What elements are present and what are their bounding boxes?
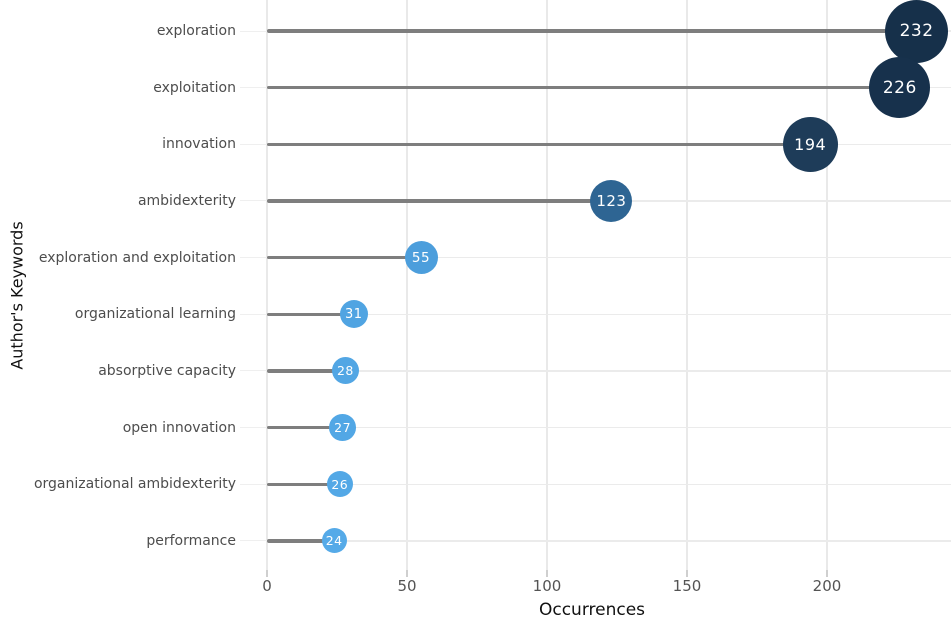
data-point-value: 31 (345, 306, 363, 322)
y-axis-tick (240, 370, 267, 372)
category-label: ambidexterity (137, 192, 236, 209)
y-axis-tick (240, 30, 267, 32)
gridline-vertical (826, 0, 828, 570)
data-point-marker[interactable]: 232 (885, 0, 949, 63)
data-point-marker[interactable]: 28 (331, 357, 359, 385)
data-point-marker[interactable]: 123 (590, 179, 633, 222)
data-point-value: 194 (794, 134, 827, 154)
x-tick-label: 0 (262, 577, 272, 595)
x-axis-tick (406, 570, 408, 577)
data-point-value: 55 (411, 249, 431, 266)
gridline-horizontal (267, 426, 951, 429)
lollipop-stem (267, 369, 346, 373)
data-point-marker[interactable]: 27 (329, 414, 356, 441)
y-axis-tick (240, 427, 267, 429)
x-tick-label: 100 (532, 577, 562, 595)
gridline-vertical (266, 0, 268, 570)
lollipop-stem (267, 199, 612, 203)
x-tick-label: 150 (672, 577, 702, 595)
data-point-value: 232 (899, 21, 934, 41)
category-label: innovation (162, 136, 236, 153)
data-point-marker[interactable]: 31 (339, 300, 368, 329)
gridline-horizontal (267, 313, 951, 316)
x-tick-label: 200 (812, 577, 842, 595)
data-point-marker[interactable]: 24 (321, 528, 347, 554)
lollipop-stem (267, 425, 343, 430)
category-label: exploitation (153, 79, 236, 96)
gridline-vertical (546, 0, 548, 570)
gridline-vertical (406, 0, 408, 570)
lollipop-stem (267, 312, 354, 317)
x-axis-tick (686, 570, 688, 577)
data-point-value: 26 (331, 476, 349, 492)
y-axis-tick (240, 87, 267, 89)
gridline-horizontal (267, 540, 951, 542)
y-axis-tick (240, 143, 267, 145)
data-point-value: 123 (596, 191, 627, 210)
data-point-value: 226 (882, 77, 917, 98)
data-point-marker[interactable]: 226 (869, 57, 931, 119)
y-axis-tick (240, 483, 267, 485)
category-label: exploration (156, 23, 236, 39)
x-tick-label: 50 (397, 577, 417, 595)
lollipop-stem (267, 539, 335, 543)
x-axis-title: Occurrences (538, 600, 646, 620)
category-label: organizational learning (74, 306, 236, 323)
lollipop-stem (267, 142, 811, 147)
y-axis-tick (240, 540, 267, 542)
data-point-value: 27 (334, 420, 352, 436)
category-label: performance (146, 532, 236, 549)
gridline-horizontal (267, 483, 951, 486)
category-label: absorptive capacity (98, 362, 236, 379)
lollipop-stem (267, 85, 900, 90)
y-axis-tick (240, 200, 267, 202)
category-label: open innovation (122, 419, 236, 436)
gridline-vertical (686, 0, 688, 570)
y-axis-tick (240, 257, 267, 259)
category-label: organizational ambidexterity (33, 476, 236, 493)
gridline-horizontal (267, 370, 951, 372)
lollipop-stem (267, 482, 340, 487)
lollipop-stem (267, 255, 421, 260)
data-point-marker[interactable]: 26 (326, 471, 353, 498)
category-label: exploration and exploitation (38, 249, 236, 266)
data-point-marker[interactable]: 55 (404, 241, 438, 275)
lollipop-stem (267, 29, 917, 33)
y-axis-tick (240, 313, 267, 315)
data-point-marker[interactable]: 194 (782, 116, 838, 172)
data-point-value: 24 (325, 533, 343, 549)
data-point-value: 28 (336, 363, 354, 379)
gridline-horizontal (267, 256, 951, 259)
x-axis-tick (266, 570, 268, 577)
x-axis-tick (546, 570, 548, 577)
x-axis-tick (826, 570, 828, 577)
